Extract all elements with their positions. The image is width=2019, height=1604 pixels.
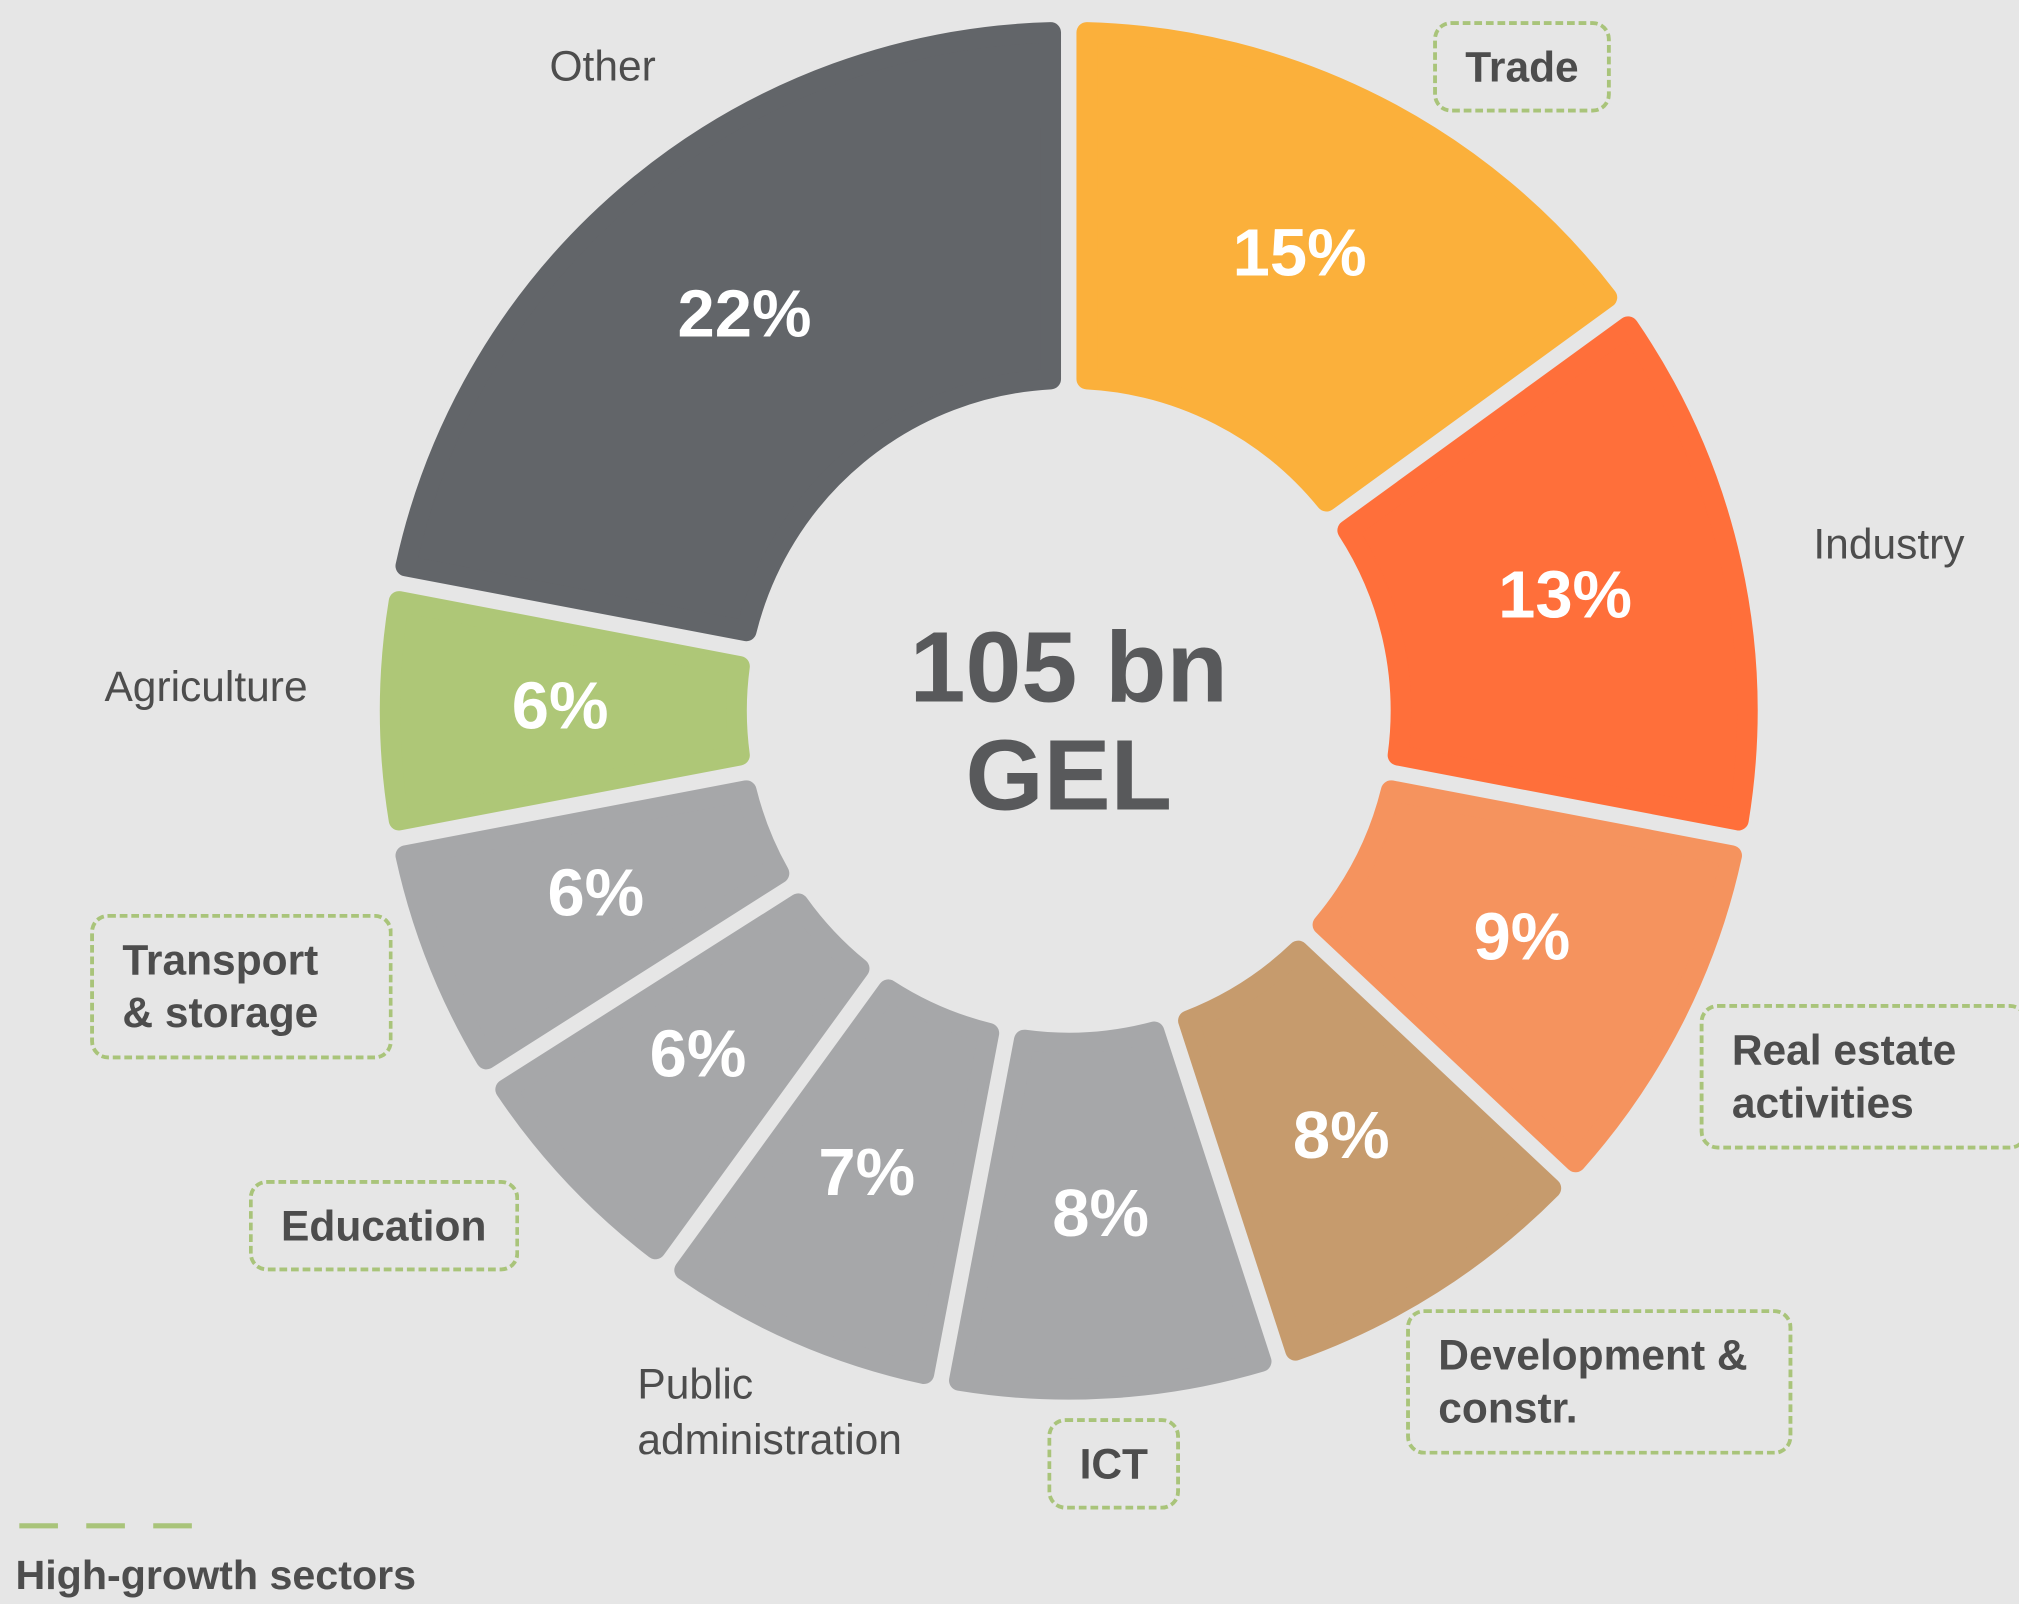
segment	[1337, 316, 1758, 831]
value-label: 6%	[650, 1017, 747, 1092]
segment	[674, 979, 1000, 1385]
category-label: Education	[248, 1179, 519, 1272]
value-label: 9%	[1474, 899, 1571, 974]
segment	[395, 780, 790, 1070]
category-label: Development & constr.	[1406, 1309, 1793, 1455]
category-label: ICT	[1047, 1418, 1181, 1510]
category-label: Public administration	[637, 1359, 902, 1463]
center-label: 105 bn GEL	[909, 610, 1228, 832]
category-label: Agriculture	[104, 662, 308, 711]
value-label: 8%	[1293, 1098, 1390, 1173]
category-label: Industry	[1813, 519, 1965, 568]
value-label: 6%	[512, 668, 609, 743]
value-label: 22%	[678, 277, 812, 352]
category-label: Real estate activities	[1699, 1004, 2019, 1149]
legend-label: High-growth sectors	[15, 1551, 417, 1598]
value-label: 15%	[1233, 215, 1367, 290]
segment	[395, 22, 1062, 642]
segment	[1178, 940, 1562, 1361]
center-line: 105 bn	[909, 610, 1228, 724]
segment	[379, 591, 750, 831]
center-line: GEL	[965, 718, 1172, 832]
value-label: 6%	[547, 856, 644, 931]
segment	[1076, 22, 1618, 512]
category-label: Transport & storage	[90, 913, 393, 1059]
segment	[949, 1021, 1272, 1400]
value-label: 7%	[818, 1135, 915, 1210]
category-label: Other	[549, 41, 656, 90]
value-label: 13%	[1498, 558, 1632, 633]
segment	[1312, 780, 1742, 1173]
category-label: Trade	[1433, 21, 1611, 113]
segment	[495, 893, 870, 1260]
value-label: 8%	[1052, 1176, 1149, 1251]
